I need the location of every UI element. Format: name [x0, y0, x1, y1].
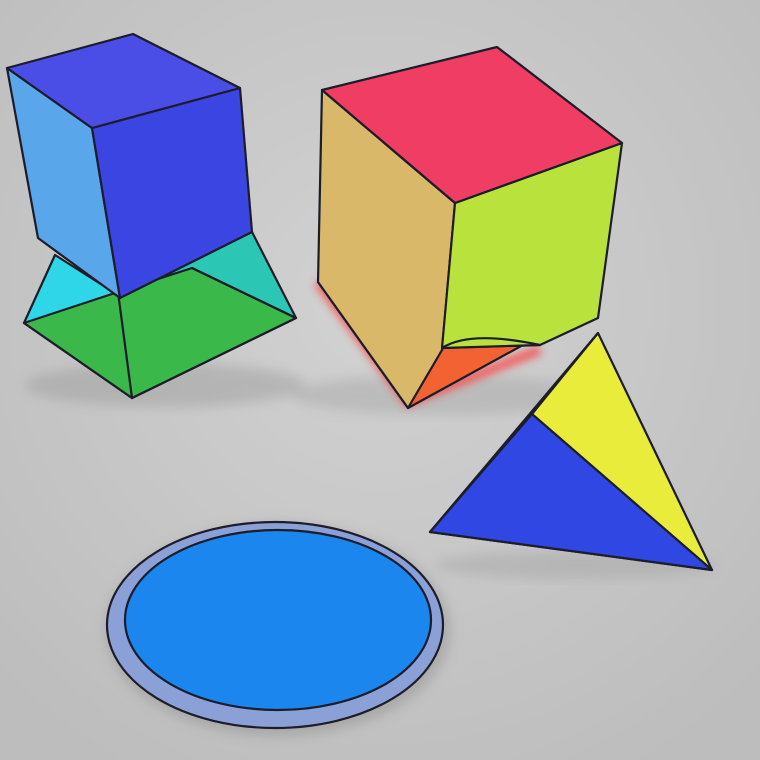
shadow — [290, 375, 590, 415]
blue-front-face — [428, 412, 714, 572]
disc-face — [123, 528, 433, 712]
cube-top-face — [5, 32, 242, 130]
shadow — [25, 363, 305, 407]
blue-cube-on-pyramid-base — [5, 32, 305, 407]
tetra-edge — [531, 332, 599, 415]
open-cube — [290, 45, 624, 415]
top-face — [320, 45, 624, 205]
base-edge — [191, 267, 297, 319]
disc — [105, 520, 450, 736]
tetrahedron — [428, 331, 715, 579]
base-edge — [116, 291, 134, 399]
flap-edge — [441, 337, 541, 349]
